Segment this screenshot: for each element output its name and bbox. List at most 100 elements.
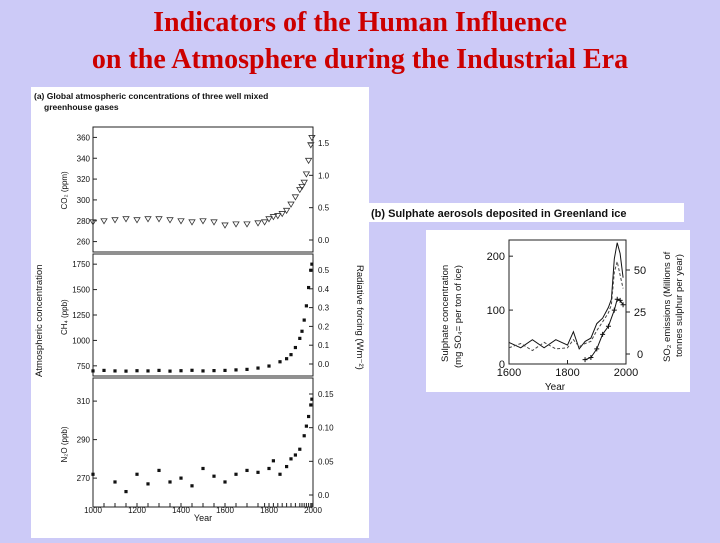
data-point	[285, 464, 289, 469]
data-point	[201, 369, 205, 373]
data-point	[285, 357, 289, 361]
data-point	[310, 262, 314, 266]
sulphate-y-axis-label-line-1: Sulphate concentration	[440, 265, 451, 362]
panel-a-chart: (a) Global atmospheric concentrations of…	[34, 91, 365, 523]
data-point	[267, 364, 271, 368]
data-point	[278, 472, 282, 476]
data-point	[287, 201, 295, 208]
panel-a-caption-line-2: greenhouse gases	[44, 102, 119, 112]
y-tick-label: 310	[77, 397, 91, 406]
data-point	[271, 459, 275, 463]
data-point	[177, 218, 185, 225]
data-point	[124, 489, 128, 494]
data-point	[157, 468, 161, 473]
data-point	[296, 187, 304, 194]
data-point	[304, 304, 308, 308]
data-point	[190, 368, 194, 372]
gas-y-axis-label: CH₄ (ppb)	[60, 299, 69, 335]
right-tick-label: 0.0	[318, 236, 330, 245]
data-point	[223, 480, 227, 484]
panel-a-caption-line-1: (a) Global atmospheric concentrations of…	[34, 91, 268, 101]
data-point	[278, 360, 282, 364]
right-tick-label: 0	[637, 349, 643, 361]
right-tick-label: 0.3	[318, 304, 330, 313]
so2-emission-marker	[600, 331, 606, 337]
x-tick-label: 1400	[172, 506, 190, 515]
data-point	[212, 474, 216, 478]
data-point	[89, 219, 97, 226]
data-point	[291, 194, 300, 201]
data-point	[267, 466, 271, 471]
y-tick-label: 1500	[72, 286, 90, 295]
data-point	[254, 220, 262, 227]
data-point	[133, 217, 141, 224]
sulphate-series-2	[508, 261, 624, 352]
data-point	[300, 329, 304, 333]
data-point	[298, 447, 302, 451]
data-point	[113, 369, 117, 373]
so2-axis-label-line-1: SO₂ emissions (Millions of	[662, 251, 673, 362]
so2-emission-marker	[620, 302, 626, 308]
data-point	[304, 424, 308, 428]
panel-b-caption-svg: (b) Sulphate aerosols deposited in Green…	[371, 208, 627, 220]
data-point	[309, 403, 313, 407]
plot-frame-3	[92, 377, 314, 508]
data-point	[293, 453, 297, 457]
data-point	[282, 207, 291, 215]
data-point	[157, 368, 161, 373]
right-tick-label: 0.15	[318, 390, 334, 399]
data-point	[135, 369, 139, 373]
gas-y-axis-label: N₂O (ppb)	[60, 426, 69, 462]
y-tick-label: 290	[77, 436, 91, 445]
right-tick-label: 0.4	[318, 285, 330, 294]
data-point	[155, 216, 163, 223]
so2-emission-marker	[617, 297, 623, 303]
data-point	[298, 183, 306, 191]
data-point	[179, 369, 183, 373]
data-point	[308, 135, 316, 142]
slide-title: Indicators of the Human Influence on the…	[0, 4, 720, 78]
data-point	[304, 157, 313, 165]
data-point	[168, 369, 172, 373]
sulphate-series-1	[508, 242, 624, 350]
data-point	[307, 285, 311, 290]
right-tick-label: 50	[634, 265, 646, 277]
slide-title-line-2: on the Atmosphere during the Industrial …	[91, 44, 629, 75]
panel-a-greenhouse-gases: (a) Global atmospheric concentrations of…	[31, 87, 369, 538]
right-tick-label: 0.2	[318, 322, 330, 331]
right-tick-label: 1.0	[318, 171, 330, 180]
so2-axis-label-line-2: tonnes sulphur per year)	[674, 254, 685, 357]
y-tick-label: 320	[77, 175, 91, 184]
gas-y-axis-label: CO₂ (ppm)	[60, 171, 69, 210]
data-point	[212, 369, 216, 373]
plot-frame-1	[92, 126, 314, 253]
so2-emission-marker	[611, 307, 617, 313]
data-point	[302, 171, 311, 178]
x-tick-label: 2000	[614, 367, 638, 379]
y-tick-label: 0	[499, 359, 505, 371]
data-point	[210, 219, 218, 226]
panel-a-x-axis-label: Year	[194, 513, 212, 523]
data-point	[298, 336, 302, 340]
data-point	[144, 216, 152, 223]
right-tick-label: 0.05	[318, 457, 334, 466]
right-tick-label: 25	[634, 307, 646, 319]
x-tick-label: 1600	[216, 506, 234, 515]
so2-emission-marker	[614, 296, 620, 302]
y-tick-label: 360	[77, 133, 91, 142]
x-tick-label: 1600	[497, 367, 521, 379]
data-point	[179, 476, 183, 480]
data-point	[100, 218, 108, 225]
y-tick-label: 1250	[72, 311, 90, 320]
right-tick-label: 0.5	[318, 204, 330, 213]
data-point	[293, 345, 297, 350]
so2-emission-marker	[594, 346, 600, 352]
data-point	[234, 472, 238, 476]
sulphate-series-3	[584, 298, 624, 361]
panel-b-caption-box: (b) Sulphate aerosols deposited in Green…	[368, 203, 684, 222]
y-tick-label: 1000	[72, 336, 90, 345]
y-tick-label: 280	[77, 217, 91, 226]
slide-title-line-1: Indicators of the Human Influence	[153, 7, 567, 38]
data-point	[265, 216, 273, 223]
data-point	[232, 221, 240, 228]
